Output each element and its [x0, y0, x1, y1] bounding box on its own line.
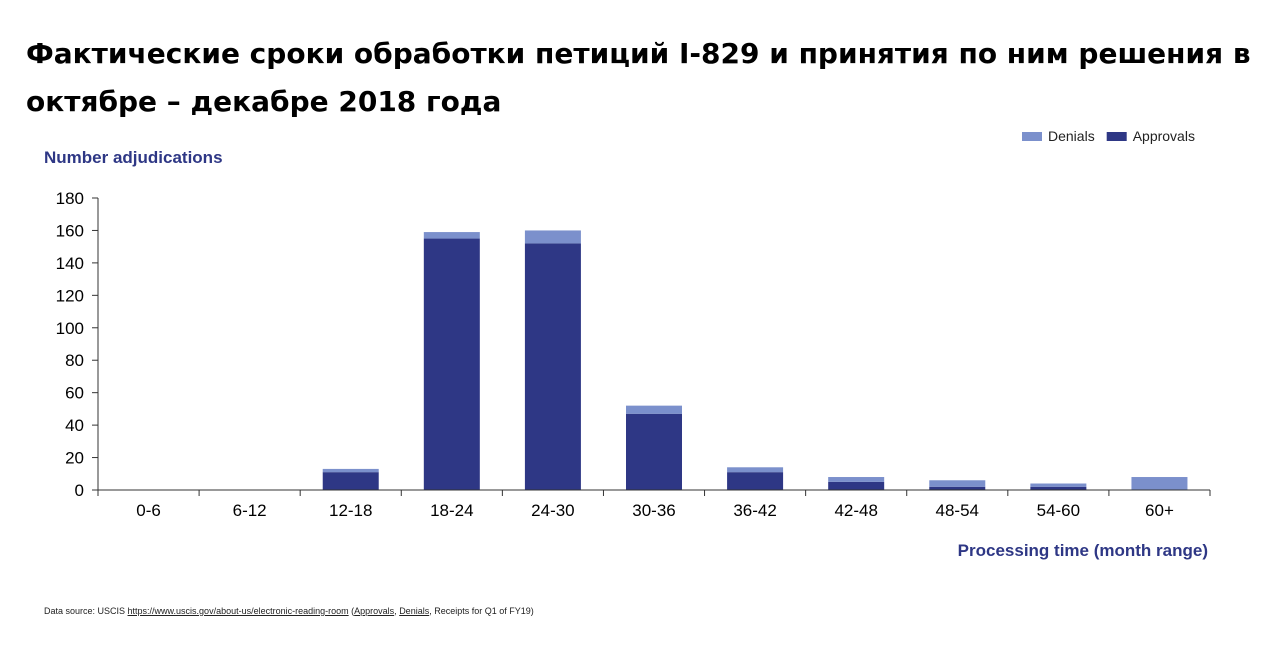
denials-bar	[828, 477, 885, 482]
data-source-note: Data source: USCIS https://www.uscis.gov…	[44, 606, 534, 616]
y-tick-label: 100	[56, 319, 84, 338]
denials-bar	[727, 467, 784, 473]
denials-bar	[423, 232, 480, 239]
approvals-bar	[322, 472, 379, 490]
y-tick-label: 120	[56, 286, 84, 305]
x-tick-label: 60+	[1145, 501, 1174, 520]
y-tick-label: 20	[65, 449, 84, 468]
x-tick-label: 30-36	[632, 501, 675, 520]
denials-bar	[1131, 477, 1188, 490]
legend-label-approvals: Approvals	[1133, 128, 1195, 144]
y-tick-label: 180	[56, 189, 84, 208]
denials-bar	[524, 230, 581, 244]
y-tick-label: 0	[75, 481, 84, 500]
y-axis-label: Number adjudications	[44, 148, 223, 167]
y-tick-label: 160	[56, 221, 84, 240]
x-tick-label: 54-60	[1037, 501, 1080, 520]
legend-swatch-denials	[1022, 132, 1042, 141]
source-suffix: , Receipts for Q1 of FY19)	[429, 606, 534, 616]
x-tick-label: 0-6	[136, 501, 161, 520]
source-prefix: Data source: USCIS	[44, 606, 128, 616]
y-tick-label: 60	[65, 384, 84, 403]
source-approvals-link[interactable]: Approvals	[354, 606, 395, 616]
x-axis-label: Processing time (month range)	[958, 541, 1208, 560]
source-open: (	[348, 606, 355, 616]
page-title: Фактические сроки обработки петиций I-82…	[26, 37, 1251, 118]
x-tick-label: 42-48	[834, 501, 877, 520]
approvals-bar	[524, 243, 581, 490]
source-link[interactable]: https://www.uscis.gov/about-us/electroni…	[127, 606, 349, 616]
denials-bar	[626, 405, 682, 414]
legend-swatch-approvals	[1106, 132, 1127, 141]
y-tick-label: 80	[65, 351, 84, 370]
denials-bar	[322, 468, 379, 473]
source-sep: ,	[394, 606, 400, 616]
approvals-bar	[727, 472, 784, 490]
y-axis: 0 20 40 60 80 100 120 140 160 180	[56, 189, 99, 500]
x-tick-label: 36-42	[733, 501, 776, 520]
approvals-bar	[626, 413, 682, 490]
y-tick-label: 140	[56, 254, 84, 273]
approvals-bar	[1030, 486, 1087, 490]
bars	[322, 230, 1188, 490]
approvals-bar	[423, 238, 480, 490]
x-tick-label: 18-24	[430, 501, 473, 520]
denials-bar	[1030, 483, 1087, 487]
approvals-bar	[929, 486, 986, 490]
x-tick-label: 12-18	[329, 501, 372, 520]
approvals-bar	[828, 481, 885, 490]
stacked-bar-chart: Denials Approvals Number adjudications 0 2…	[44, 128, 1211, 560]
y-tick-label: 40	[65, 416, 84, 435]
x-axis: 0-6 6-12 12-18 18-24 24-30 30-36 36-42 42-48 48-…	[97, 489, 1211, 520]
legend-label-denials: Denials	[1048, 128, 1095, 144]
chart-legend: Denials Approvals	[1022, 128, 1195, 144]
source-denials-link[interactable]: Denials	[399, 606, 430, 616]
denials-bar	[929, 480, 986, 487]
x-tick-label: 24-30	[531, 501, 574, 520]
x-tick-label: 48-54	[936, 501, 979, 520]
x-tick-label: 6-12	[233, 501, 267, 520]
